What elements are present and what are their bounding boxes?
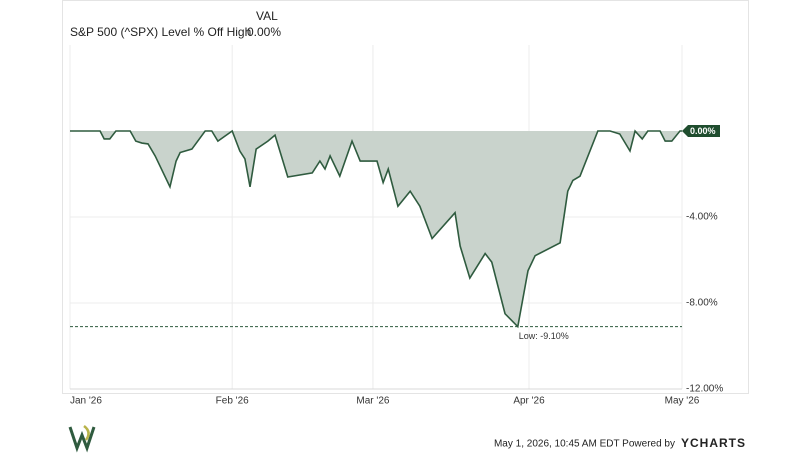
x-tick-label: Feb '26 bbox=[216, 396, 249, 407]
footer: May 1, 2026, 10:45 AM EDT Powered by bbox=[494, 439, 675, 450]
y-tick-label: -8.00% bbox=[686, 298, 718, 309]
x-tick-label: Apr '26 bbox=[513, 396, 545, 407]
logo-mark bbox=[68, 426, 96, 453]
legend-value: 0.00% bbox=[247, 25, 281, 39]
line bbox=[70, 129, 682, 329]
legend-label: S&P 500 (^SPX) Level % Off High bbox=[70, 25, 251, 39]
chart-frame bbox=[62, 0, 749, 394]
x-tick-label: Jan '26 bbox=[70, 396, 102, 407]
x-tick-label: May '26 bbox=[665, 396, 700, 407]
legend-header: VAL bbox=[256, 9, 278, 23]
low-label: Low: -9.10% bbox=[519, 331, 569, 341]
logo-accent bbox=[83, 425, 90, 441]
current-value-box bbox=[682, 125, 720, 137]
legend: VAL S&P 500 (^SPX) Level % Off High 0.00… bbox=[70, 9, 281, 39]
y-tick-label: -4.00% bbox=[686, 212, 718, 223]
y-tick-label: -12.00% bbox=[686, 384, 723, 395]
current-value-label: 0.00% bbox=[690, 126, 716, 136]
x-tick-label: Mar '26 bbox=[356, 396, 389, 407]
plot-area: -4.00% -8.00% -12.00% Jan '26 Feb '26 Mar '26… bbox=[69, 45, 723, 407]
logo bbox=[68, 425, 96, 453]
brand: YCHARTS bbox=[681, 436, 746, 450]
area bbox=[70, 131, 682, 327]
